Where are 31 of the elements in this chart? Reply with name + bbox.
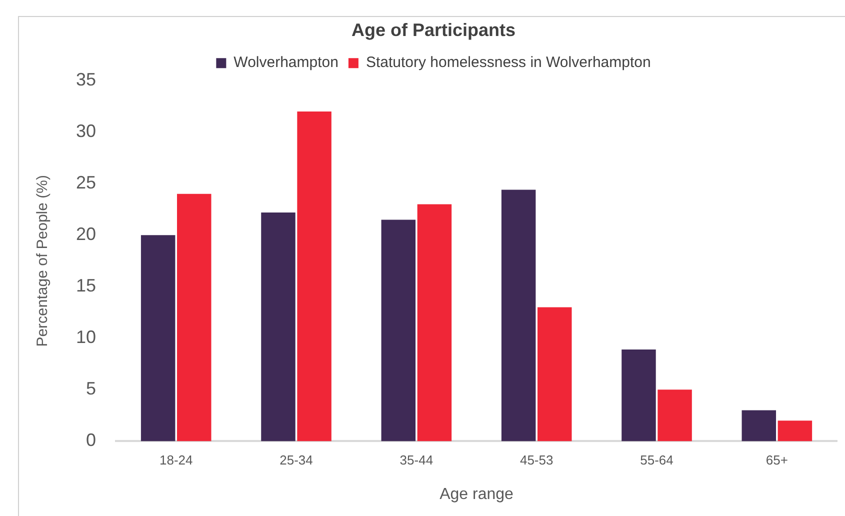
bar — [177, 194, 212, 442]
x-tick-label: 45-53 — [520, 452, 554, 468]
bar — [658, 390, 692, 442]
bar — [501, 190, 536, 442]
bar — [742, 410, 776, 442]
x-tick-label: 25-34 — [280, 452, 313, 468]
x-tick-label: 55-64 — [640, 452, 674, 468]
y-axis-title: Percentage of People (%) — [34, 175, 52, 347]
y-tick-label: 10 — [76, 327, 96, 348]
chart-title: Age of Participants — [351, 20, 516, 40]
y-tick-label: 30 — [76, 121, 96, 142]
x-tick-label: 35-44 — [400, 452, 434, 468]
y-tick-label: 5 — [86, 378, 96, 399]
legend-label: Wolverhampton — [234, 54, 338, 72]
y-tick-label: 35 — [76, 70, 96, 90]
bar — [622, 350, 656, 442]
x-tick-label: 65+ — [766, 452, 788, 468]
bar — [537, 307, 572, 442]
legend-label: Statutory homelessness in Wolverhampton — [366, 54, 651, 72]
bar — [261, 212, 296, 442]
x-axis-title: Age range — [440, 486, 514, 503]
y-tick-label: 0 — [86, 430, 96, 450]
bar — [381, 220, 416, 442]
y-tick-label: 25 — [76, 172, 96, 193]
y-tick-label: 20 — [76, 224, 96, 244]
y-tick-label: 15 — [76, 276, 96, 296]
bar — [140, 235, 176, 442]
bar — [297, 112, 332, 442]
x-tick-label: 18-24 — [159, 452, 193, 468]
bar — [778, 420, 812, 442]
bar — [417, 204, 452, 442]
